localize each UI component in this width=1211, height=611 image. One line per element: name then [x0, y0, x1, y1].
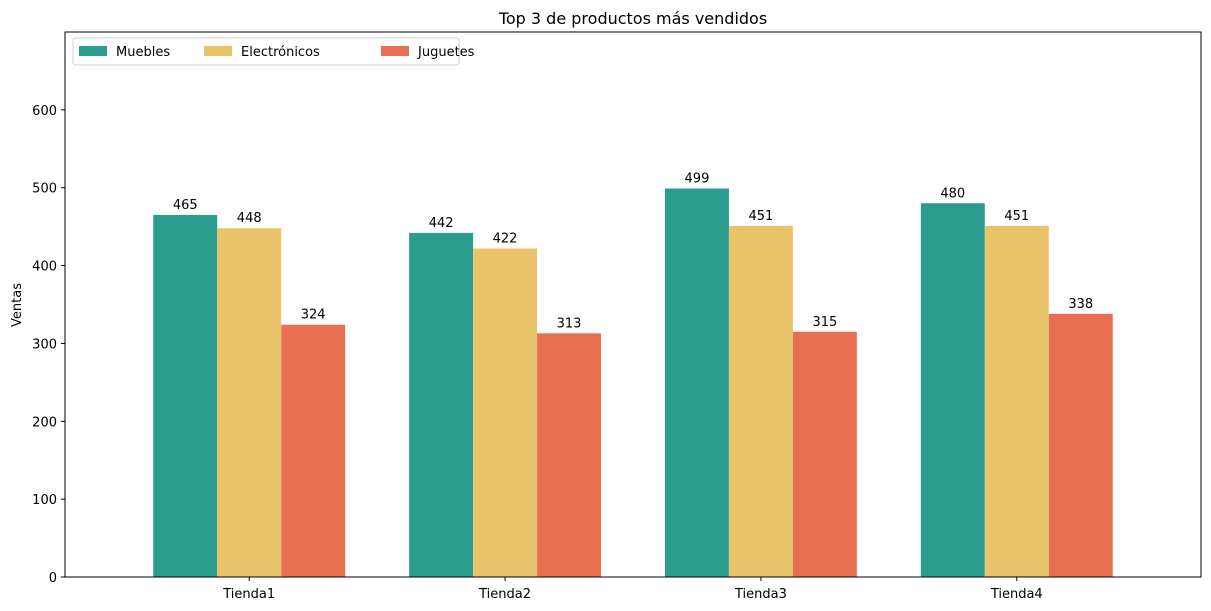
- plot-area: 465 448 324 Tienda1 442 422 313 Tienda2 499 451 31…: [32, 31, 1202, 602]
- bar-value-label: 338: [1068, 297, 1093, 312]
- legend-label-muebles: Muebles: [116, 45, 170, 60]
- legend-swatch-electrónicos: [204, 46, 232, 56]
- y-tick-label: 300: [32, 337, 57, 352]
- bar-value-label: 324: [301, 308, 326, 323]
- bar-juguetes-tienda1: [281, 324, 346, 577]
- bar-value-label: 480: [940, 186, 965, 201]
- y-tick-label: 0: [49, 571, 57, 586]
- x-tick-label: Tienda4: [990, 587, 1043, 602]
- legend-swatch-muebles: [79, 46, 107, 56]
- legend-swatch-juguetes: [381, 46, 409, 56]
- bar-muebles-tienda4: [920, 203, 985, 578]
- bar-value-label: 313: [557, 316, 582, 331]
- x-tick-label: Tienda2: [478, 587, 531, 602]
- bar-electrónicos-tienda2: [473, 248, 538, 577]
- x-tick-label: Tienda3: [734, 587, 787, 602]
- bar-value-label: 315: [812, 315, 837, 330]
- y-tick-label: 600: [32, 104, 57, 119]
- bar-juguetes-tienda2: [537, 333, 602, 577]
- legend-label-electrónicos: Electrónicos: [241, 45, 320, 60]
- y-tick-label: 200: [32, 415, 57, 430]
- bar-muebles-tienda3: [664, 188, 729, 578]
- bar-muebles-tienda2: [409, 232, 474, 577]
- y-tick-label: 500: [32, 182, 57, 197]
- bar-value-label: 451: [1004, 209, 1029, 224]
- bar-value-label: 448: [237, 211, 262, 226]
- bar-value-label: 442: [429, 216, 454, 231]
- bar-electrónicos-tienda1: [217, 228, 282, 577]
- bar-electrónicos-tienda3: [728, 225, 793, 578]
- x-tick-label: Tienda1: [222, 587, 275, 602]
- bar-value-label: 422: [493, 231, 518, 246]
- legend-box: [72, 37, 460, 66]
- bar-juguetes-tienda4: [1048, 313, 1113, 577]
- y-axis-label: Ventas: [10, 283, 25, 327]
- bar-muebles-tienda1: [153, 214, 218, 577]
- axes-frame: [64, 31, 1202, 578]
- legend-label-juguetes: Juguetes: [417, 45, 475, 60]
- y-tick-label: 100: [32, 493, 57, 508]
- bar-value-label: 465: [173, 198, 198, 213]
- bar-juguetes-tienda3: [792, 331, 857, 577]
- bar-value-label: 499: [685, 171, 710, 186]
- bar-value-label: 451: [749, 209, 774, 224]
- y-tick-label: 400: [32, 260, 57, 275]
- legend: Muebles Electrónicos Juguetes: [72, 37, 475, 66]
- chart-title: Top 3 de productos más vendidos: [498, 9, 767, 28]
- bar-electrónicos-tienda4: [984, 225, 1049, 578]
